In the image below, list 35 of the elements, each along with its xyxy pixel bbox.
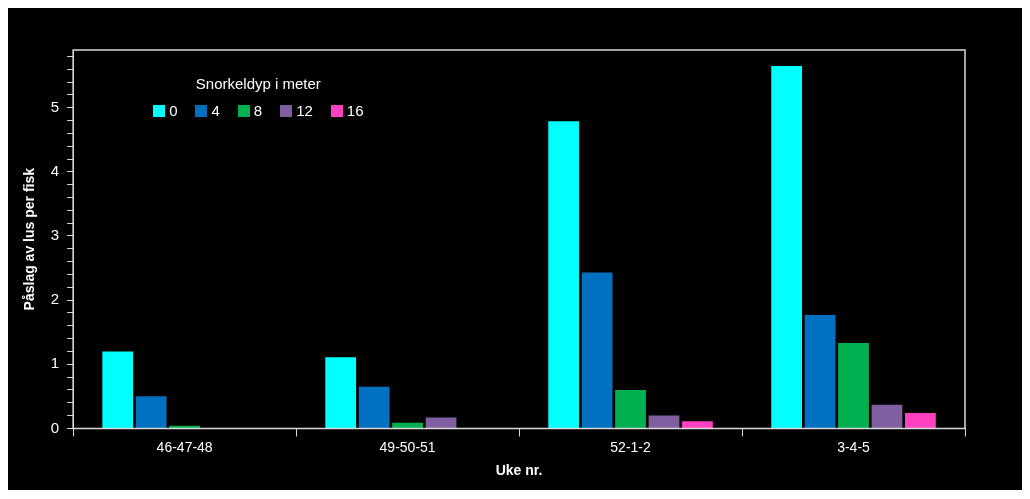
bar — [871, 404, 903, 428]
bar — [392, 422, 423, 428]
y-axis-title: Påslag av lus per fisk — [21, 167, 38, 311]
legend-label: 16 — [346, 102, 364, 119]
legend-title: Snorkeldyp i meter — [194, 75, 322, 92]
x-tick-label: 49-50-51 — [379, 438, 436, 455]
x-tick-label: 52-1-2 — [610, 438, 651, 455]
bar — [425, 417, 457, 428]
bar — [102, 351, 134, 428]
bar — [648, 415, 680, 428]
y-tick-label: 0 — [50, 418, 60, 436]
y-tick-label: 5 — [50, 97, 60, 115]
bar — [581, 272, 613, 428]
bar — [615, 389, 646, 428]
y-tick-label: 3 — [50, 226, 60, 244]
legend-label: 8 — [253, 102, 263, 119]
bar — [682, 421, 713, 428]
x-axis-title: Uke nr. — [495, 462, 543, 479]
bar — [804, 314, 836, 428]
bar — [358, 386, 390, 428]
bar — [771, 66, 803, 428]
y-tick-label: 4 — [50, 162, 60, 179]
legend-label: 0 — [169, 102, 178, 119]
bar — [135, 396, 167, 428]
legend-label: 4 — [211, 102, 220, 119]
y-tick-label: 2 — [50, 290, 60, 308]
x-tick-label: 46-47-48 — [156, 438, 213, 455]
y-tick-label: 1 — [50, 354, 60, 372]
legend-label: 12 — [296, 102, 313, 119]
bar — [905, 413, 936, 428]
x-tick-label: 3-4-5 — [837, 438, 871, 455]
bar — [548, 121, 580, 428]
bar — [325, 357, 357, 428]
bar — [838, 343, 869, 428]
bar — [169, 425, 201, 428]
